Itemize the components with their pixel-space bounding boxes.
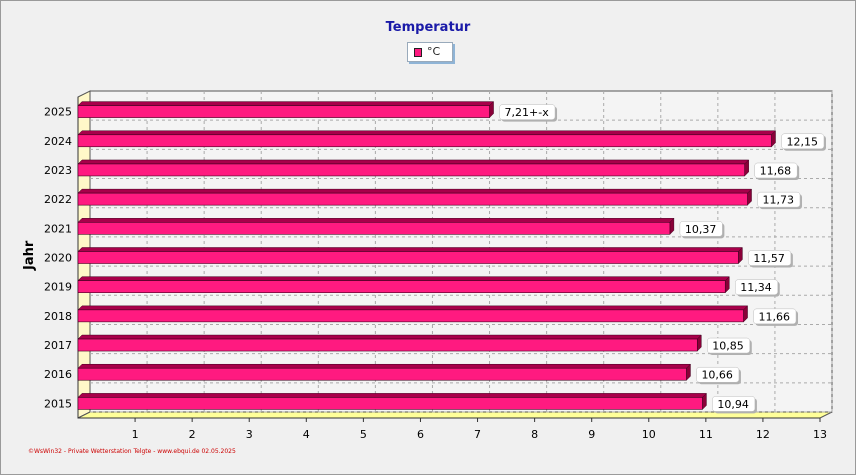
bar [77,222,671,235]
bar-top-face [77,334,702,340]
data-label-box [735,279,779,295]
y-tick-label: 2015 [44,397,72,410]
bar [77,163,745,177]
data-label-box [679,221,723,237]
data-label: 11,66 [759,310,791,323]
x-tick-label: 11 [699,428,713,441]
bar-top-face [77,305,749,311]
y-tick-label: 2025 [44,106,72,119]
x-tick-label: 12 [756,428,770,441]
data-label: 10,85 [712,340,744,353]
data-label: 11,68 [760,164,792,177]
x-tick-label: 7 [474,428,481,441]
y-tick-label: 2020 [44,252,72,265]
x-tick-label: 3 [246,428,253,441]
data-label-box [696,366,740,383]
bar [77,134,772,148]
bar-top-face [77,130,777,136]
x-tick-label: 4 [303,428,310,441]
data-label: 12,15 [786,135,818,148]
y-tick-label: 2021 [44,222,72,235]
x-tick-label: 8 [531,428,538,441]
bar [77,338,698,352]
bar-top-face [77,188,753,194]
bar [77,251,739,264]
footer-credit: ©WsWin32 - Private Wetterstation Telgte … [28,448,236,455]
y-tick-label: 2017 [44,339,72,352]
bar-top-face [77,247,743,252]
data-label-box [754,162,798,179]
data-label-box [707,337,751,354]
data-label: 10,37 [685,223,717,236]
data-label: 11,73 [763,194,795,207]
legend-swatch [414,48,422,57]
chart-title: Temperatur [385,20,471,35]
data-label-box [757,191,801,208]
x-tick-label: 9 [588,428,595,441]
y-tick-label: 2023 [44,164,72,177]
y-tick-label: 2016 [44,368,72,381]
bar [77,105,490,118]
x-tick-label: 6 [417,428,424,441]
bar-top-face [77,393,708,398]
bar [77,280,726,293]
data-label-box [753,308,797,325]
y-tick-label: 2018 [44,310,72,323]
bar-top-face [77,276,730,281]
x-tick-label: 10 [642,428,656,441]
legend-label: °C [427,45,441,58]
x-tick-label: 5 [360,428,367,441]
bar-top-face [77,218,675,223]
bar-top-face [77,101,495,106]
x-tick-label: 13 [813,428,827,441]
bar [77,192,748,206]
data-label: 10,94 [717,398,749,411]
data-label-box [499,104,556,120]
data-label-box [781,133,825,150]
bar [77,309,744,323]
x-tick-label: 1 [132,428,139,441]
y-tick-label: 2024 [44,135,72,148]
data-label: 7,21+-x [505,106,550,119]
bar [77,397,703,410]
bar-top-face [77,159,750,165]
x-tick-label: 2 [189,428,196,441]
data-label-box [712,396,756,412]
y-tick-label: 2019 [44,281,72,294]
data-label: 10,66 [701,369,733,382]
y-tick-label: 2022 [44,193,72,206]
bar [77,367,687,381]
data-label: 11,57 [753,252,785,265]
legend: °C [407,42,453,62]
data-label: 11,34 [740,281,772,294]
data-label-box [748,250,792,266]
bar-top-face [77,363,692,369]
